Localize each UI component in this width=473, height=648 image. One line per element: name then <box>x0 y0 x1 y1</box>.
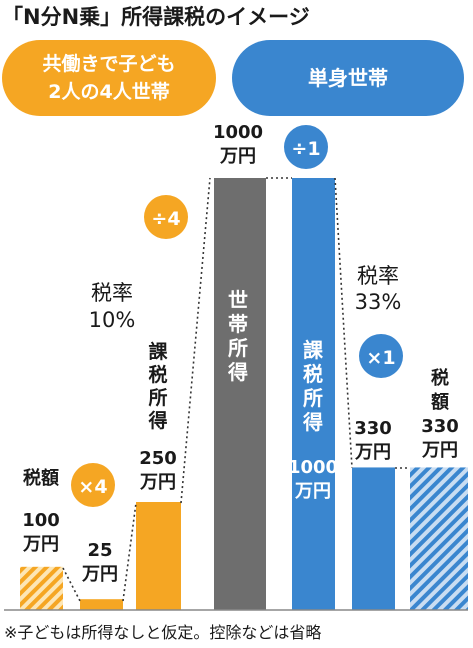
bar1-unit: 万円 <box>22 534 59 555</box>
bar4-value: 1000 <box>213 122 263 143</box>
bar3-label-char-4: 得 <box>147 409 167 432</box>
bar5-inner-char-3: 所 <box>303 386 323 410</box>
bar7-unit: 万円 <box>421 440 458 461</box>
op-div1-circle <box>284 125 328 169</box>
bars-layer <box>20 178 468 610</box>
legend-blue-pill <box>232 40 464 116</box>
bar4-inner-label: 世 帯 所 得 <box>227 288 248 384</box>
bar4-inner-char-1: 世 <box>228 288 248 312</box>
bar3-unit: 万円 <box>139 472 176 493</box>
bar7-label-line2: 額 <box>430 391 449 413</box>
legend-orange-line2: 2人の4人世帯 <box>48 80 169 103</box>
bar5-value: 1000 <box>288 457 338 478</box>
connector-3 <box>180 177 211 504</box>
bar-3 <box>136 502 181 610</box>
bar6-value: 330 <box>354 418 392 439</box>
bar5-inner-char-2: 税 <box>303 362 323 386</box>
bar4-inner-char-3: 所 <box>228 336 248 360</box>
bar3-vertical-label: 課 税 所 得 <box>147 340 168 432</box>
bar3-label-char-3: 所 <box>148 387 167 409</box>
bar5-inner-label: 課 税 所 得 <box>302 338 324 434</box>
bar3-label-char-2: 税 <box>148 363 167 386</box>
bar-1 <box>20 566 63 610</box>
bar-7 <box>410 467 468 610</box>
op-times1-label: ×1 <box>366 347 395 369</box>
bar-2 <box>80 599 123 610</box>
footnote: ※子どもは所得なしと仮定。控除などは省略 <box>4 623 321 642</box>
bar3-label-char-1: 課 <box>148 340 168 363</box>
op-times4-label: ×4 <box>78 476 107 498</box>
rate-right-value: 33% <box>355 290 402 314</box>
bar2-unit: 万円 <box>81 564 118 585</box>
bar3-value: 250 <box>139 448 177 469</box>
rate-left-label: 税率 <box>91 281 133 305</box>
op-div4-label: ÷4 <box>151 208 180 230</box>
chart-title: 「N分N乗」所得課税のイメージ <box>2 5 310 29</box>
connector-2 <box>122 502 137 602</box>
bar-6 <box>352 467 395 610</box>
bar5-inner-char-4: 得 <box>302 410 323 434</box>
bar5-unit: 万円 <box>294 481 331 502</box>
op-div4-circle <box>144 195 188 239</box>
bar-5 <box>292 178 335 610</box>
bar5-inner-char-1: 課 <box>303 338 324 362</box>
bar7-label-line1: 税 <box>431 367 449 389</box>
bar7-value: 330 <box>421 416 459 437</box>
rate-right-label: 税率 <box>357 264 399 288</box>
bar2-value: 25 <box>87 540 112 561</box>
connector-5 <box>334 177 353 469</box>
op-times4-circle <box>71 463 115 507</box>
bar1-label: 税額 <box>23 467 59 489</box>
bar4-inner-char-2: 帯 <box>228 312 248 336</box>
bar1-value: 100 <box>22 510 60 531</box>
bar6-unit: 万円 <box>354 442 391 463</box>
bar4-unit: 万円 <box>219 146 256 167</box>
bar4-inner-char-4: 得 <box>227 360 248 384</box>
connector-lines <box>62 177 410 602</box>
op-div1-label: ÷1 <box>291 138 320 160</box>
bar-4 <box>214 178 266 610</box>
legend-blue-label: 単身世帯 <box>308 66 388 90</box>
legend-orange-pill <box>2 40 216 116</box>
op-times1-circle <box>359 334 403 378</box>
legend-orange-line1: 共働きで子ども <box>42 52 175 75</box>
connector-1 <box>62 567 81 602</box>
rate-left-value: 10% <box>89 308 136 332</box>
